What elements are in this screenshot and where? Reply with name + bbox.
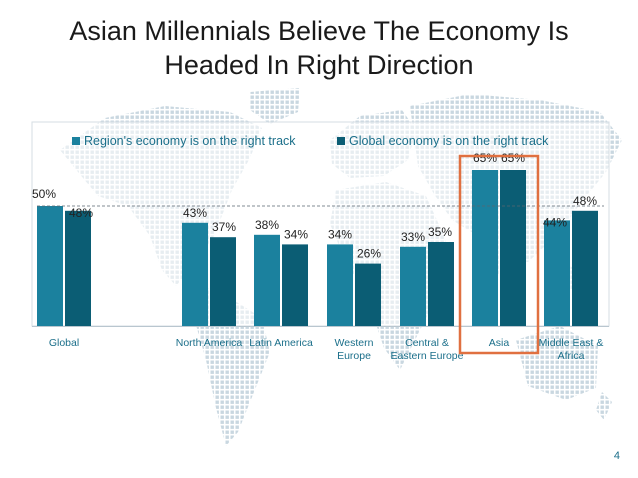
data-label-1-0: 48% <box>69 206 93 220</box>
data-label-1-3: 26% <box>357 247 381 261</box>
category-label-5-0: Asia <box>489 337 510 349</box>
bar-1-6 <box>572 210 598 326</box>
category-label-1-0: North America <box>176 337 243 349</box>
map-landmass-7 <box>516 326 598 400</box>
bar-1-3 <box>355 263 381 326</box>
title-line-2: Headed In Right Direction <box>164 50 474 80</box>
map-landmass-1 <box>250 88 300 124</box>
page-number: 4 <box>613 450 620 462</box>
data-label-0-3: 34% <box>328 227 352 241</box>
legend-label-0: Region's economy is on the right track <box>84 134 296 148</box>
category-label-4-1: Eastern Europe <box>391 350 464 362</box>
category-label-6-0: Middle East & <box>539 337 604 349</box>
bar-0-0 <box>37 206 63 326</box>
bar-1-2 <box>282 244 308 326</box>
data-label-0-2: 38% <box>255 218 279 232</box>
data-label-0-1: 43% <box>183 206 207 220</box>
data-label-1-6: 48% <box>573 194 597 208</box>
legend-swatch-0 <box>72 137 80 145</box>
data-label-1-2: 34% <box>284 227 308 241</box>
bar-0-5 <box>472 170 498 326</box>
category-label-2-0: Latin America <box>249 337 313 349</box>
bar-0-6 <box>544 220 570 326</box>
bar-0-2 <box>254 234 280 326</box>
data-label-1-5: 65% <box>501 151 525 165</box>
data-label-0-5: 65% <box>473 151 497 165</box>
legend-swatch-1 <box>337 137 345 145</box>
bar-0-1 <box>182 222 208 326</box>
legend-label-1: Global economy is on the right track <box>349 134 549 148</box>
highlight-frame <box>458 154 540 355</box>
bar-1-5 <box>500 170 526 326</box>
category-label-3-1: Europe <box>337 350 371 362</box>
page-title: Asian Millennials Believe The Economy Is… <box>0 14 638 82</box>
bar-1-4 <box>428 242 454 326</box>
bar-0-3 <box>327 244 353 326</box>
map-landmass-8 <box>596 392 612 420</box>
bar-0-4 <box>400 246 426 326</box>
category-label-0-0: Global <box>49 337 79 349</box>
category-label-3-0: Western <box>335 337 374 349</box>
category-label-4-0: Central & <box>405 337 449 349</box>
bar-1-0 <box>65 210 91 326</box>
bar-1-1 <box>210 237 236 326</box>
title-line-1: Asian Millennials Believe The Economy Is <box>69 16 569 46</box>
data-label-1-4: 35% <box>428 225 452 239</box>
data-label-0-6: 44% <box>543 215 567 229</box>
category-label-6-1: Africa <box>558 350 585 362</box>
data-label-0-0: 50% <box>32 187 56 201</box>
data-label-0-4: 33% <box>401 230 425 244</box>
data-label-1-1: 37% <box>212 220 236 234</box>
